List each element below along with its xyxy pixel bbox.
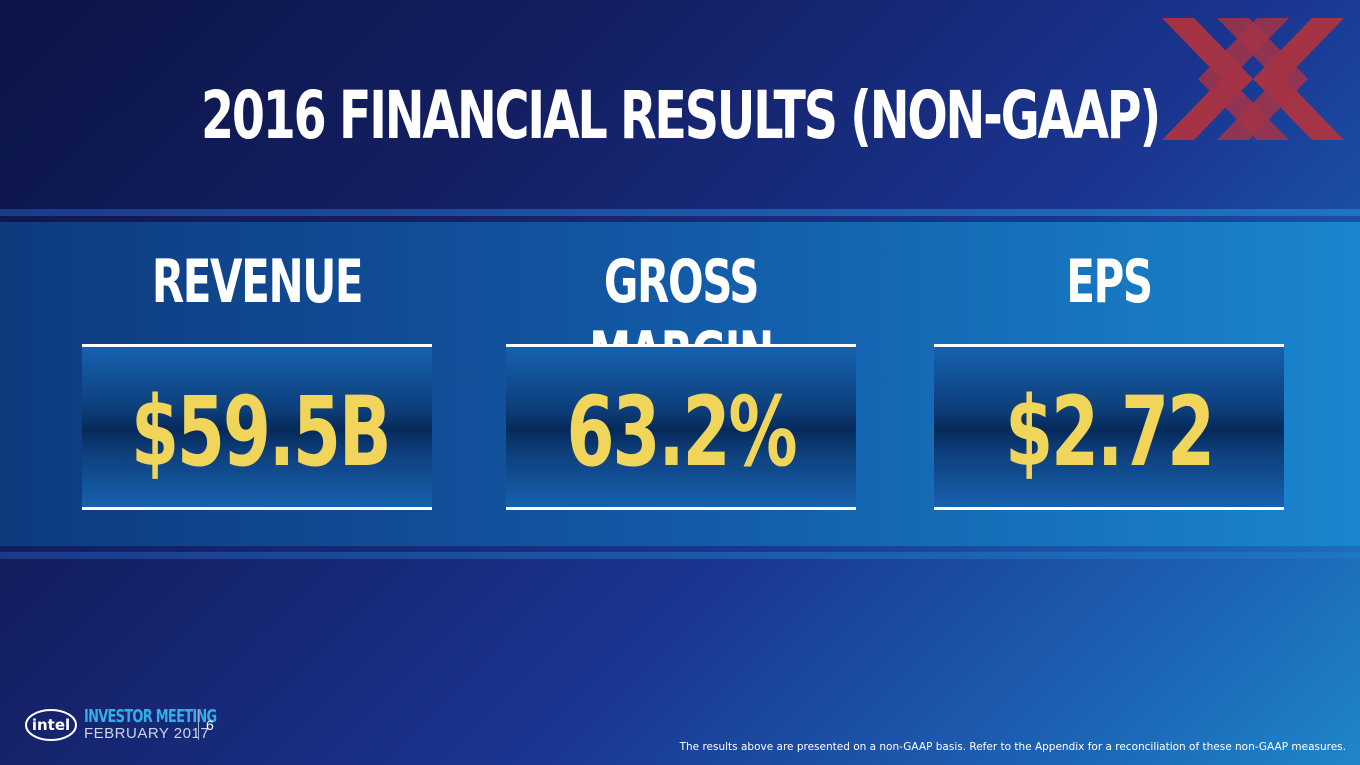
metric-value-box: 63.2% bbox=[506, 344, 856, 510]
intel-logo-text: intel bbox=[32, 716, 70, 734]
event-date: FEBRUARY 2017 bbox=[84, 725, 210, 742]
metric-value-box: $2.72 bbox=[934, 344, 1284, 510]
event-name: INVESTOR MEETING bbox=[84, 706, 217, 727]
intel-logo-icon: intel bbox=[25, 709, 77, 741]
slide-title: 2016 Financial Results (Non-GAAP) bbox=[200, 77, 1161, 154]
band-top-line bbox=[0, 209, 1360, 216]
footnote: The results above are presented on a non… bbox=[679, 741, 1346, 753]
metric-value: 63.2% bbox=[566, 376, 797, 488]
page-number: 6 bbox=[206, 717, 214, 733]
footer-divider bbox=[198, 710, 199, 740]
metric-value-box: $59.5B bbox=[82, 344, 432, 510]
metric-value: $2.72 bbox=[1005, 376, 1215, 488]
metric-value: $59.5B bbox=[131, 376, 392, 488]
metric-gross-margin: Gross Margin 63.2% bbox=[506, 222, 856, 546]
xx-logo-icon bbox=[1162, 18, 1344, 140]
metric-label: Revenue bbox=[151, 247, 364, 317]
metric-label: EPS bbox=[1066, 247, 1153, 317]
band-bottom-line bbox=[0, 552, 1360, 559]
metric-revenue: Revenue $59.5B bbox=[82, 222, 432, 546]
metric-eps: EPS $2.72 bbox=[934, 222, 1284, 546]
